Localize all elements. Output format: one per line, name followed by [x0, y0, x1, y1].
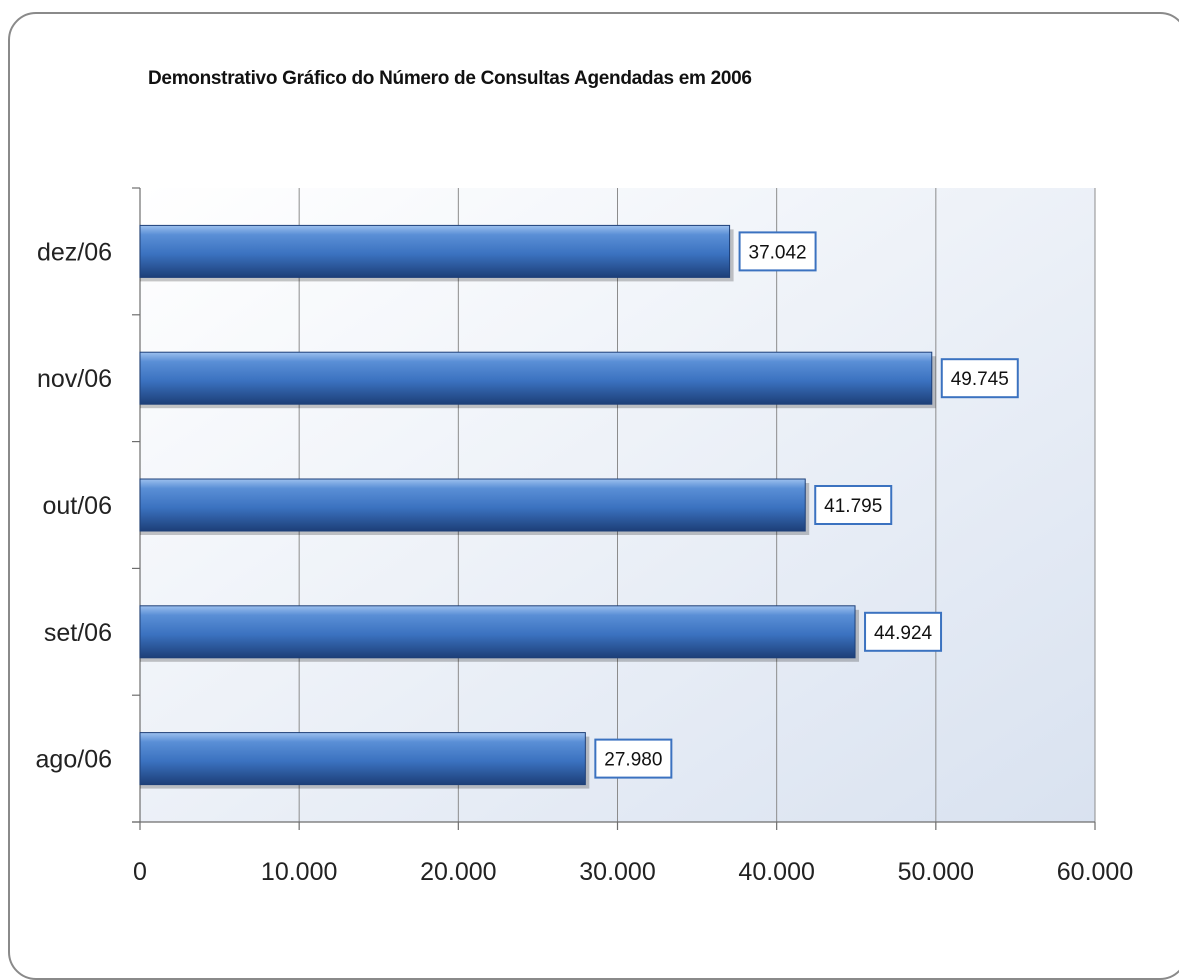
bars — [139, 224, 936, 789]
x-tick-labels: 0 10.000 20.000 30.000 40.000 50.000 60.000 — [133, 858, 1133, 886]
bar — [139, 732, 586, 786]
data-label: 27.980 — [604, 750, 662, 771]
data-label-box — [738, 231, 817, 272]
bar — [139, 478, 806, 532]
category-label: set/06 — [44, 619, 112, 647]
category-label: ago/06 — [36, 746, 112, 774]
bar — [139, 605, 856, 659]
category-label: dez/06 — [37, 238, 112, 266]
x-tick-label: 0 — [133, 858, 147, 886]
category-label: out/06 — [42, 492, 112, 520]
data-label-box — [940, 358, 1019, 399]
data-label: 37.042 — [749, 242, 807, 263]
x-tick-label: 30.000 — [579, 858, 655, 886]
x-tick-label: 50.000 — [898, 858, 974, 886]
x-tick-label: 20.000 — [420, 858, 496, 886]
chart-title: Demonstrativo Gráfico do Número de Consu… — [148, 68, 752, 89]
data-label: 41.795 — [824, 496, 882, 517]
bar — [139, 224, 731, 278]
category-labels: dez/06 nov/06 out/06 set/06 ago/06 — [36, 238, 112, 773]
x-tick-label: 60.000 — [1057, 858, 1133, 886]
data-label-box — [594, 738, 673, 779]
data-label-box — [814, 485, 893, 525]
data-labels: 37.042 49.745 41.795 44.924 27.980 — [594, 231, 1019, 779]
data-label-box — [864, 611, 943, 652]
x-tick-label: 10.000 — [261, 858, 337, 886]
x-tick-label: 40.000 — [738, 858, 814, 886]
data-label: 44.924 — [874, 623, 933, 644]
category-label: nov/06 — [37, 365, 112, 393]
bar — [139, 351, 933, 405]
data-label: 49.745 — [951, 369, 1009, 390]
